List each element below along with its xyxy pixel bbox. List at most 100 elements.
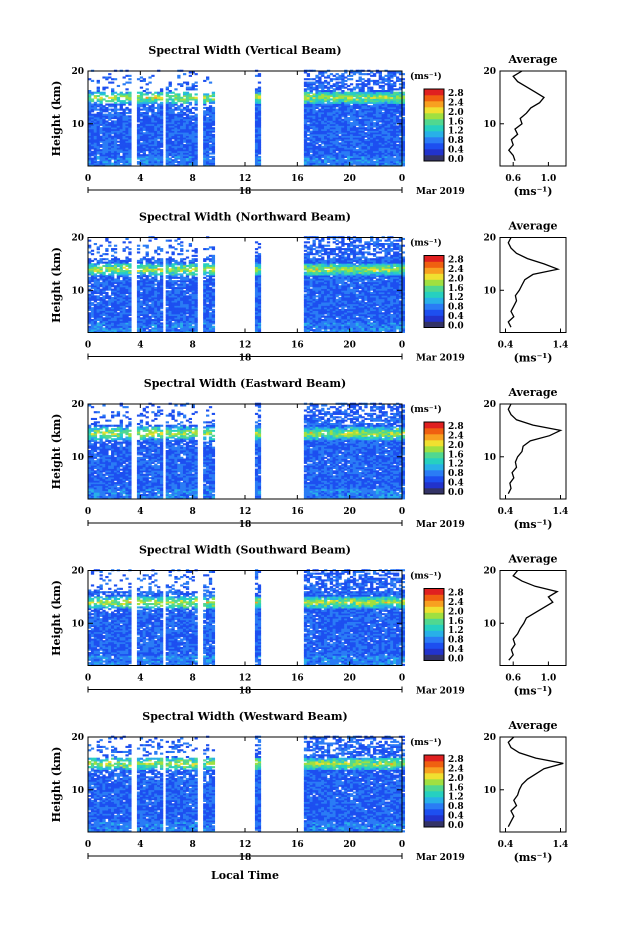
heatmap-cell <box>113 78 118 81</box>
heatmap-cell <box>159 88 164 91</box>
heatmap-cell <box>194 84 198 88</box>
heatmap-cell <box>145 159 149 162</box>
heatmap-cell <box>142 137 146 140</box>
heatmap-cell <box>136 135 141 138</box>
heatmap-cell <box>136 103 141 106</box>
heatmap-cell <box>315 110 319 113</box>
heatmap-cell <box>119 123 123 126</box>
heatmap-cell <box>99 154 103 157</box>
heatmap-cell <box>151 96 155 99</box>
heatmap-cell <box>125 101 129 104</box>
heatmap-cell <box>96 127 100 130</box>
heatmap-cell <box>165 135 169 138</box>
heatmap-cell <box>139 133 144 136</box>
heatmap-cell <box>165 111 169 115</box>
heatmap-cell <box>99 135 103 138</box>
heatmap-cell <box>96 103 100 106</box>
heatmap-cell <box>128 135 132 138</box>
heatmap-cell <box>105 160 109 164</box>
heatmap-cell <box>128 91 132 94</box>
heatmap-cell <box>303 78 308 81</box>
heatmap-cell <box>111 152 115 155</box>
heatmap-cell <box>122 115 126 118</box>
heatmap-cell <box>332 88 336 91</box>
heatmap-cell <box>171 258 175 261</box>
heatmap-cell <box>154 145 158 148</box>
heatmap-cell <box>177 105 181 108</box>
heatmap-cell <box>151 101 155 104</box>
heatmap-cell <box>96 302 100 305</box>
heatmap-cell <box>136 155 141 158</box>
heatmap-cell <box>113 150 118 153</box>
heatmap-cell <box>111 145 115 148</box>
heatmap-cell <box>119 115 123 118</box>
heatmap-cell <box>157 268 161 271</box>
heatmap-cell <box>142 105 146 108</box>
heatmap-cell <box>122 270 126 273</box>
heatmap-cell <box>113 125 118 128</box>
heatmap-cell <box>154 159 158 162</box>
heatmap-cell <box>116 130 121 133</box>
heatmap-cell <box>128 98 132 101</box>
heatmap-cell <box>364 127 368 130</box>
heatmap-cell <box>125 98 129 101</box>
heatmap-cell <box>113 138 118 142</box>
heatmap-cell <box>165 93 169 96</box>
heatmap-cell <box>185 273 190 276</box>
heatmap-cell <box>148 76 152 79</box>
heatmap-cell <box>102 122 106 125</box>
heatmap-cell <box>128 130 132 133</box>
heatmap-cell <box>128 117 132 120</box>
heatmap-cell <box>111 122 115 125</box>
heatmap-cell <box>136 142 141 145</box>
heatmap-cell <box>171 140 175 143</box>
heatmap-cell <box>125 150 129 153</box>
heatmap-cell <box>125 127 129 130</box>
heatmap-cell <box>142 160 146 164</box>
heatmap-cell <box>182 117 187 120</box>
heatmap-cell <box>105 291 109 295</box>
heatmap-cell <box>191 122 195 125</box>
heatmap-cell <box>99 164 103 167</box>
heatmap-cell <box>116 108 121 111</box>
height-axis-label: Height (km) <box>50 81 63 157</box>
heatmap-cell <box>113 244 118 247</box>
heatmap-cell <box>142 108 146 111</box>
heatmap-cell <box>125 268 129 271</box>
heatmap-cell <box>168 147 172 150</box>
heatmap-cell <box>177 242 181 246</box>
heatmap-cell <box>203 79 207 82</box>
heatmap-cell <box>257 73 262 76</box>
heatmap-cell <box>352 86 357 89</box>
heatmap-cell <box>88 157 92 160</box>
heatmap-cell <box>145 164 149 167</box>
heatmap-cell <box>111 125 115 128</box>
heatmap-cell <box>159 130 164 133</box>
heatmap-cell <box>116 122 121 125</box>
heatmap-cell <box>105 253 109 256</box>
heatmap-cell <box>122 266 126 269</box>
heatmap-cell <box>113 137 118 140</box>
heatmap-cell <box>113 159 118 162</box>
heatmap-cell <box>332 74 336 77</box>
heatmap-cell <box>88 164 92 167</box>
heatmap-cell <box>93 138 98 142</box>
heatmap-cell <box>108 160 112 164</box>
heatmap-cell <box>88 125 92 128</box>
heatmap-cell <box>180 241 184 244</box>
heatmap-cell <box>142 100 146 103</box>
heatmap-cell <box>93 137 98 140</box>
heatmap-cell <box>171 159 175 162</box>
heatmap-cell <box>338 84 342 88</box>
heatmap-cell <box>211 133 216 136</box>
heatmap-cell <box>168 81 172 84</box>
heatmap-cell <box>125 140 129 143</box>
heatmap-cell <box>151 155 155 158</box>
heatmap-cell <box>148 159 152 162</box>
heatmap-cell <box>122 120 126 123</box>
heatmap-cell <box>102 144 106 147</box>
heatmap-cell <box>165 144 169 147</box>
heatmap-cell <box>142 125 146 128</box>
heatmap-cell <box>154 122 158 125</box>
heatmap-cell <box>157 122 161 125</box>
